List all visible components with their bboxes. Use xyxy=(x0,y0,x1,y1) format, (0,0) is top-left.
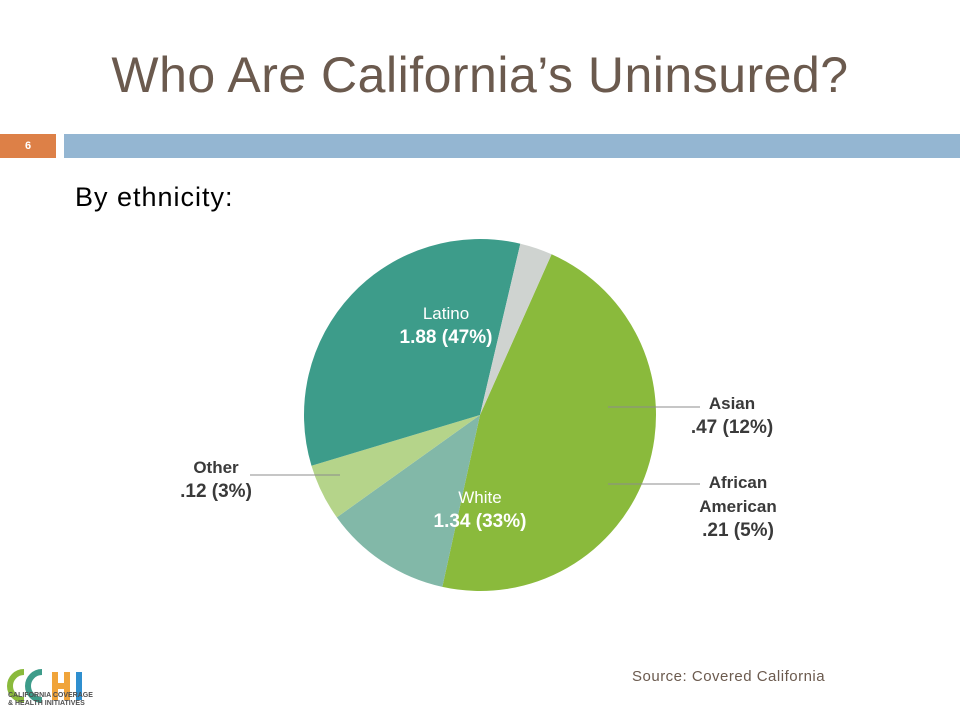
slide-title: Who Are California’s Uninsured? xyxy=(111,47,849,103)
logo-caption-line2: & HEALTH INITIATIVES xyxy=(8,700,85,707)
pie-slice-asian xyxy=(336,415,480,587)
pie-slice-white xyxy=(304,239,521,466)
pie-slice-african-american xyxy=(311,415,480,518)
header-bar xyxy=(64,134,960,158)
slide-number: 6 xyxy=(0,134,56,158)
pie-slice-latino xyxy=(442,254,656,591)
source-note: Source: Covered California xyxy=(632,668,826,685)
pie-label-latino: Latino 1.88 (47%) xyxy=(400,304,493,348)
pie-slice-other xyxy=(480,243,552,415)
pie-label-african-american: African American .21 (5%) xyxy=(699,473,776,541)
subtitle: By ethnicity: xyxy=(75,182,234,212)
pie-label-white: White 1.34 (33%) xyxy=(434,488,527,532)
logo-caption-line1: CALIFORNIA COVERAGE xyxy=(8,692,93,699)
logo-caption: CALIFORNIA COVERAGE & HEALTH INITIATIVES xyxy=(8,692,93,708)
cchi-logo xyxy=(7,669,82,703)
pie-label-other: Other .12 (3%) xyxy=(180,458,252,502)
pie-label-asian: Asian .47 (12%) xyxy=(691,394,773,438)
